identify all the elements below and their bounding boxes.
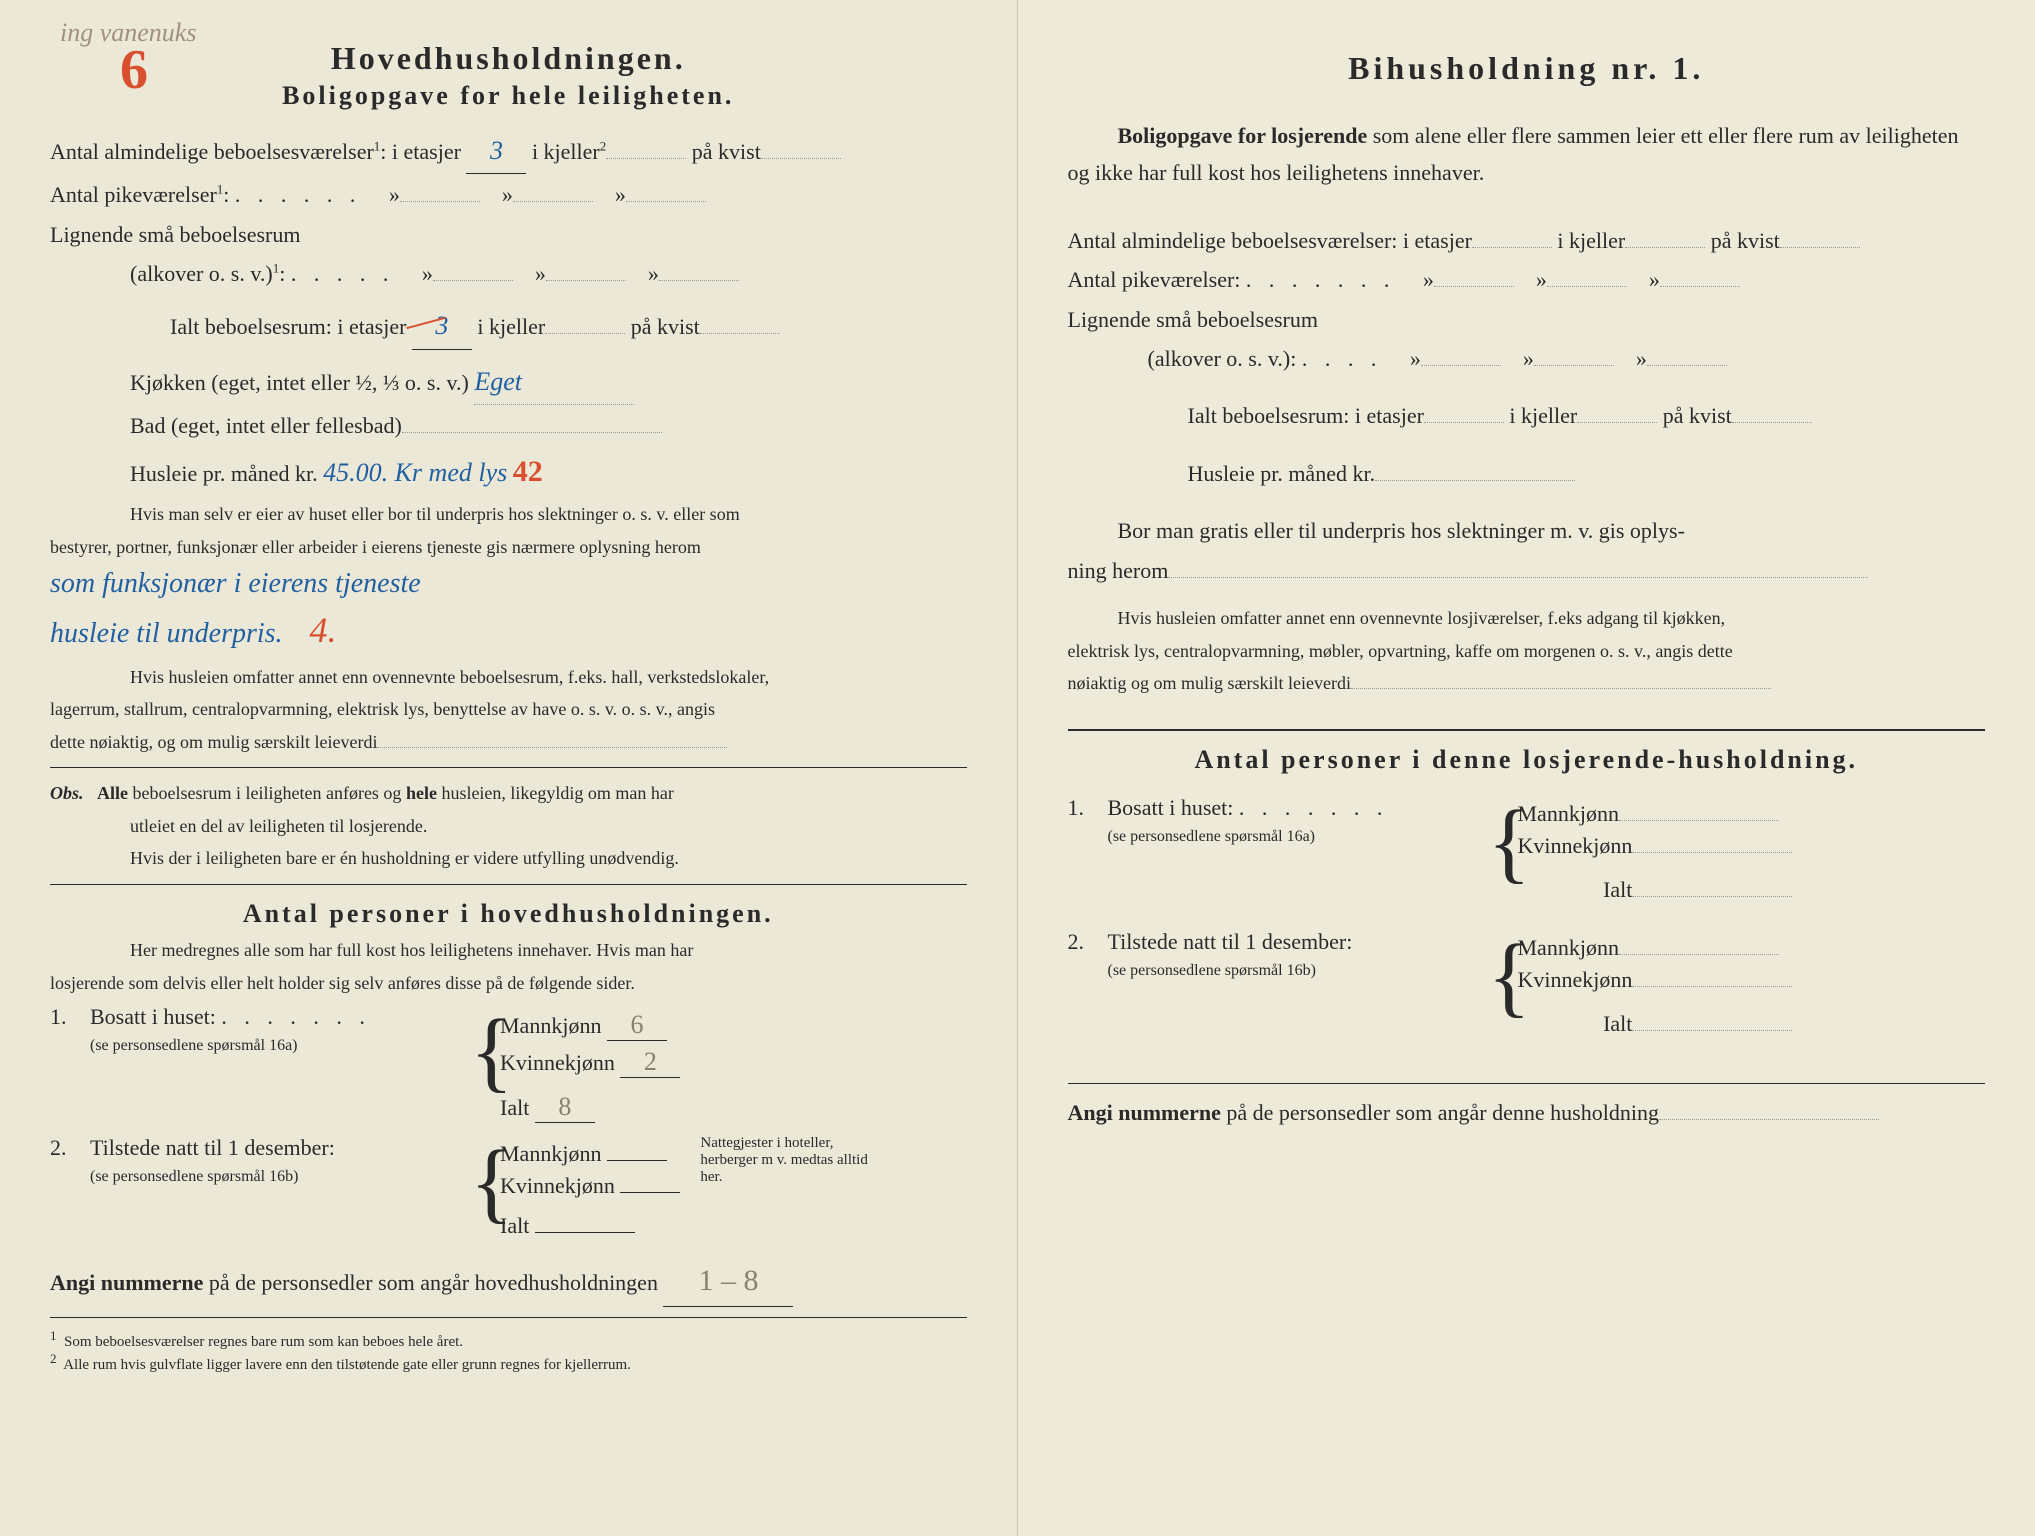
r-angi: Angi nummerne på de personsedler som ang… [1068,1094,1986,1131]
kjokken-line: Kjøkken (eget, intet eller ½, ⅓ o. s. v.… [50,360,967,405]
right-title: Bihusholdning nr. 1. [1068,50,1986,87]
r-ialt: Ialt beboelsesrum: i etasjer i kjeller p… [1068,397,1986,434]
angi-line: Angi nummerne på de personsedler som ang… [50,1255,967,1307]
husleien-note2: lagerrum, stallrum, centralopvarmning, e… [50,694,967,725]
r-hvis2: elektrisk lys, centralopvarmning, møbler… [1068,636,1986,667]
kvinne-1: 2 [620,1047,680,1078]
eier-note2: bestyrer, portner, funksjonær eller arbe… [50,532,967,563]
r-row-2: 2. Tilstede natt til 1 desember: (se per… [1068,929,1986,1043]
rooms-line: Antal almindelige beboelsesværelser1: i … [50,129,967,174]
r-lignende1: Lignende små beboelsesrum [1068,301,1986,338]
angi-value: 1 – 8 [663,1255,793,1307]
r-row-1: 1. Bosatt i huset: . . . . . . . (se per… [1068,795,1986,909]
antal-intro2: losjerende som delvis eller helt holder … [50,968,967,999]
r-pike: Antal pikeværelser: . . . . . . . » » » [1068,261,1986,298]
lignende-line2: (alkover o. s. v.)1: . . . . . » » » [50,255,967,292]
antal-intro1: Her medregnes alle som har full kost hos… [50,935,967,966]
right-para: Boligopgave for losjerende som alene ell… [1068,117,1986,192]
ialt-line: Ialt beboelsesrum: i etasjer 3 i kjeller… [50,304,967,349]
kjokken-value: Eget [474,360,634,405]
obs-line1: Obs. Alle beboelsesrum i leiligheten anf… [50,778,967,809]
eier-note1: Hvis man selv er eier av huset eller bor… [50,499,967,530]
r-rooms: Antal almindelige beboelsesværelser: i e… [1068,222,1986,259]
ialt-1: 8 [535,1092,595,1123]
bad-line: Bad (eget, intet eller fellesbad) [50,407,967,444]
husleie-value: 45.00. Kr med lys [323,458,507,487]
antal-title: Antal personer i hovedhusholdningen. [50,899,967,929]
husleie-red: 42 [513,455,543,488]
r-hvis3: nøiaktig og om mulig særskilt leieverdi [1068,668,1986,699]
r-lignende2: (alkover o. s. v.): . . . . » » » [1068,340,1986,377]
red-4: 4. [310,610,337,650]
r-hvis1: Hvis husleien omfatter annet enn ovennev… [1068,603,1986,634]
right-page: Bihusholdning nr. 1. Boligopgave for los… [1018,0,2035,1536]
r-antal-title: Antal personer i denne losjerende-hushol… [1068,745,1986,775]
row-1: 1. Bosatt i huset: . . . . . . . (se per… [50,1004,967,1129]
blue-hand-1: som funksjonær i eierens tjeneste [50,566,967,602]
husleien-note1: Hvis husleien omfatter annet enn ovennev… [50,662,967,693]
obs-line3: Hvis der i leiligheten bare er én hushol… [50,843,967,874]
row-2: 2. Tilstede natt til 1 desember: (se per… [50,1135,967,1245]
mann-1: 6 [607,1010,667,1041]
pike-line: Antal pikeværelser1: . . . . . . » » » [50,176,967,213]
lignende-line1: Lignende små beboelsesrum [50,216,967,253]
blue-hand-2: husleie til underpris. 4. [50,607,967,654]
r-bor1: Bor man gratis eller til underpris hos s… [1068,512,1986,549]
left-subtitle: Boligopgave for hele leiligheten. [50,81,967,111]
obs-line2: utleiet en del av leiligheten til losjer… [50,811,967,842]
left-page: ing vanenuks 6 Hovedhusholdningen. Bolig… [0,0,1018,1536]
etasjer-value: 3 [466,129,526,174]
r-husleie: Husleie pr. måned kr. [1068,455,1986,492]
footnotes: 1 Som beboelsesværelser regnes bare rum … [50,1328,967,1374]
natte-note: Nattegjester i hoteller, herberger m v. … [700,1135,870,1186]
ialt-etasjer-value: 3 [412,304,472,349]
husleie-line: Husleie pr. måned kr. 45.00. Kr med lys … [50,446,967,497]
red-number-6: 6 [120,38,148,102]
husleien-note3: dette nøiaktig, og om mulig særskilt lei… [50,727,967,758]
r-bor2: ning herom [1068,552,1986,589]
